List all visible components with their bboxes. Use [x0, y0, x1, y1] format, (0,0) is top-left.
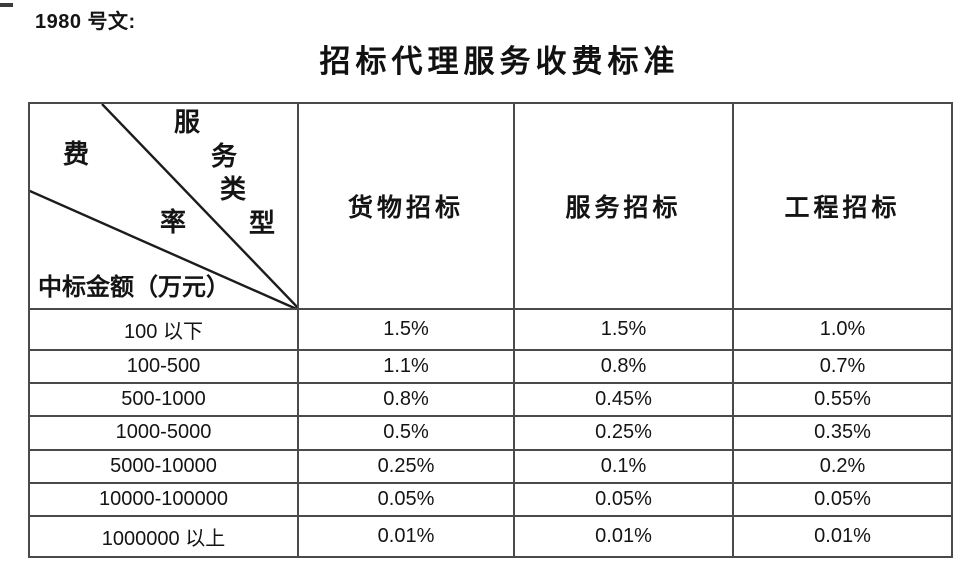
corner-char-service-4: 型: [249, 209, 276, 238]
table-row: 100-500 1.1% 0.8% 0.7%: [28, 349, 953, 385]
page-title: 招标代理服务收费标准: [319, 44, 680, 79]
fee-standard-table: 服 费 务 类 率 型 中标金额（万元） 货物招标 服务招标 工程招标 100 …: [28, 102, 953, 559]
rate-cell: 0.05%: [297, 481, 515, 517]
amount-range-cell: 100 以下: [28, 307, 299, 352]
amount-range-cell: 100-500: [28, 349, 299, 385]
rate-cell: 0.55%: [732, 382, 953, 418]
corner-char-service-2: 务: [211, 142, 238, 171]
corner-char-fee-1: 费: [63, 140, 90, 169]
rate-cell: 0.35%: [732, 415, 953, 451]
column-header-services: 服务招标: [513, 102, 734, 310]
corner-char-service-1: 服: [174, 108, 201, 137]
column-header-goods: 货物招标: [297, 102, 515, 310]
corner-char-fee-2: 率: [160, 208, 187, 237]
amount-range-cell: 10000-100000: [28, 481, 299, 517]
rate-cell: 0.01%: [513, 514, 734, 559]
rate-cell: 1.5%: [297, 307, 515, 352]
diagonal-header-cell: 服 费 务 类 率 型 中标金额（万元）: [28, 102, 299, 310]
table-row: 10000-100000 0.05% 0.05% 0.05%: [28, 481, 953, 517]
window-edge-artifact: [0, 3, 13, 7]
diagonal-divider-lines: [31, 105, 296, 307]
amount-range-cell: 1000000 以上: [28, 514, 299, 559]
rate-cell: 0.1%: [513, 448, 734, 484]
rate-cell: 0.5%: [297, 415, 515, 451]
rate-cell: 1.0%: [732, 307, 953, 352]
rate-cell: 0.8%: [513, 349, 734, 385]
corner-char-service-3: 类: [220, 175, 247, 204]
table-row: 1000000 以上 0.01% 0.01% 0.01%: [28, 514, 953, 559]
table-row: 5000-10000 0.25% 0.1% 0.2%: [28, 448, 953, 484]
amount-range-cell: 500-1000: [28, 382, 299, 418]
rate-cell: 0.01%: [297, 514, 515, 559]
amount-axis-label: 中标金额（万元）: [38, 275, 230, 301]
rate-cell: 0.7%: [732, 349, 953, 385]
table-row: 100 以下 1.5% 1.5% 1.0%: [28, 307, 953, 352]
rate-cell: 0.25%: [297, 448, 515, 484]
table-row: 500-1000 0.8% 0.45% 0.55%: [28, 382, 953, 418]
rate-cell: 0.05%: [513, 481, 734, 517]
header-row: 服 费 务 类 率 型 中标金额（万元） 货物招标 服务招标 工程招标: [28, 102, 953, 310]
table-row: 1000-5000 0.5% 0.25% 0.35%: [28, 415, 953, 451]
rate-cell: 0.01%: [732, 514, 953, 559]
column-header-works: 工程招标: [732, 102, 953, 310]
amount-range-cell: 5000-10000: [28, 448, 299, 484]
rate-cell: 1.1%: [297, 349, 515, 385]
rate-cell: 0.25%: [513, 415, 734, 451]
rate-cell: 0.05%: [732, 481, 953, 517]
amount-range-cell: 1000-5000: [28, 415, 299, 451]
rate-cell: 0.8%: [297, 382, 515, 418]
rate-cell: 0.2%: [732, 448, 953, 484]
rate-cell: 0.45%: [513, 382, 734, 418]
rate-cell: 1.5%: [513, 307, 734, 352]
doc-ref-label: 1980 号文:: [35, 11, 136, 33]
